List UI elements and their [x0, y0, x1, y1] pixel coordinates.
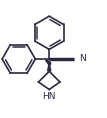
Text: HN: HN: [42, 92, 56, 101]
Polygon shape: [47, 59, 52, 71]
Text: N: N: [79, 55, 85, 63]
